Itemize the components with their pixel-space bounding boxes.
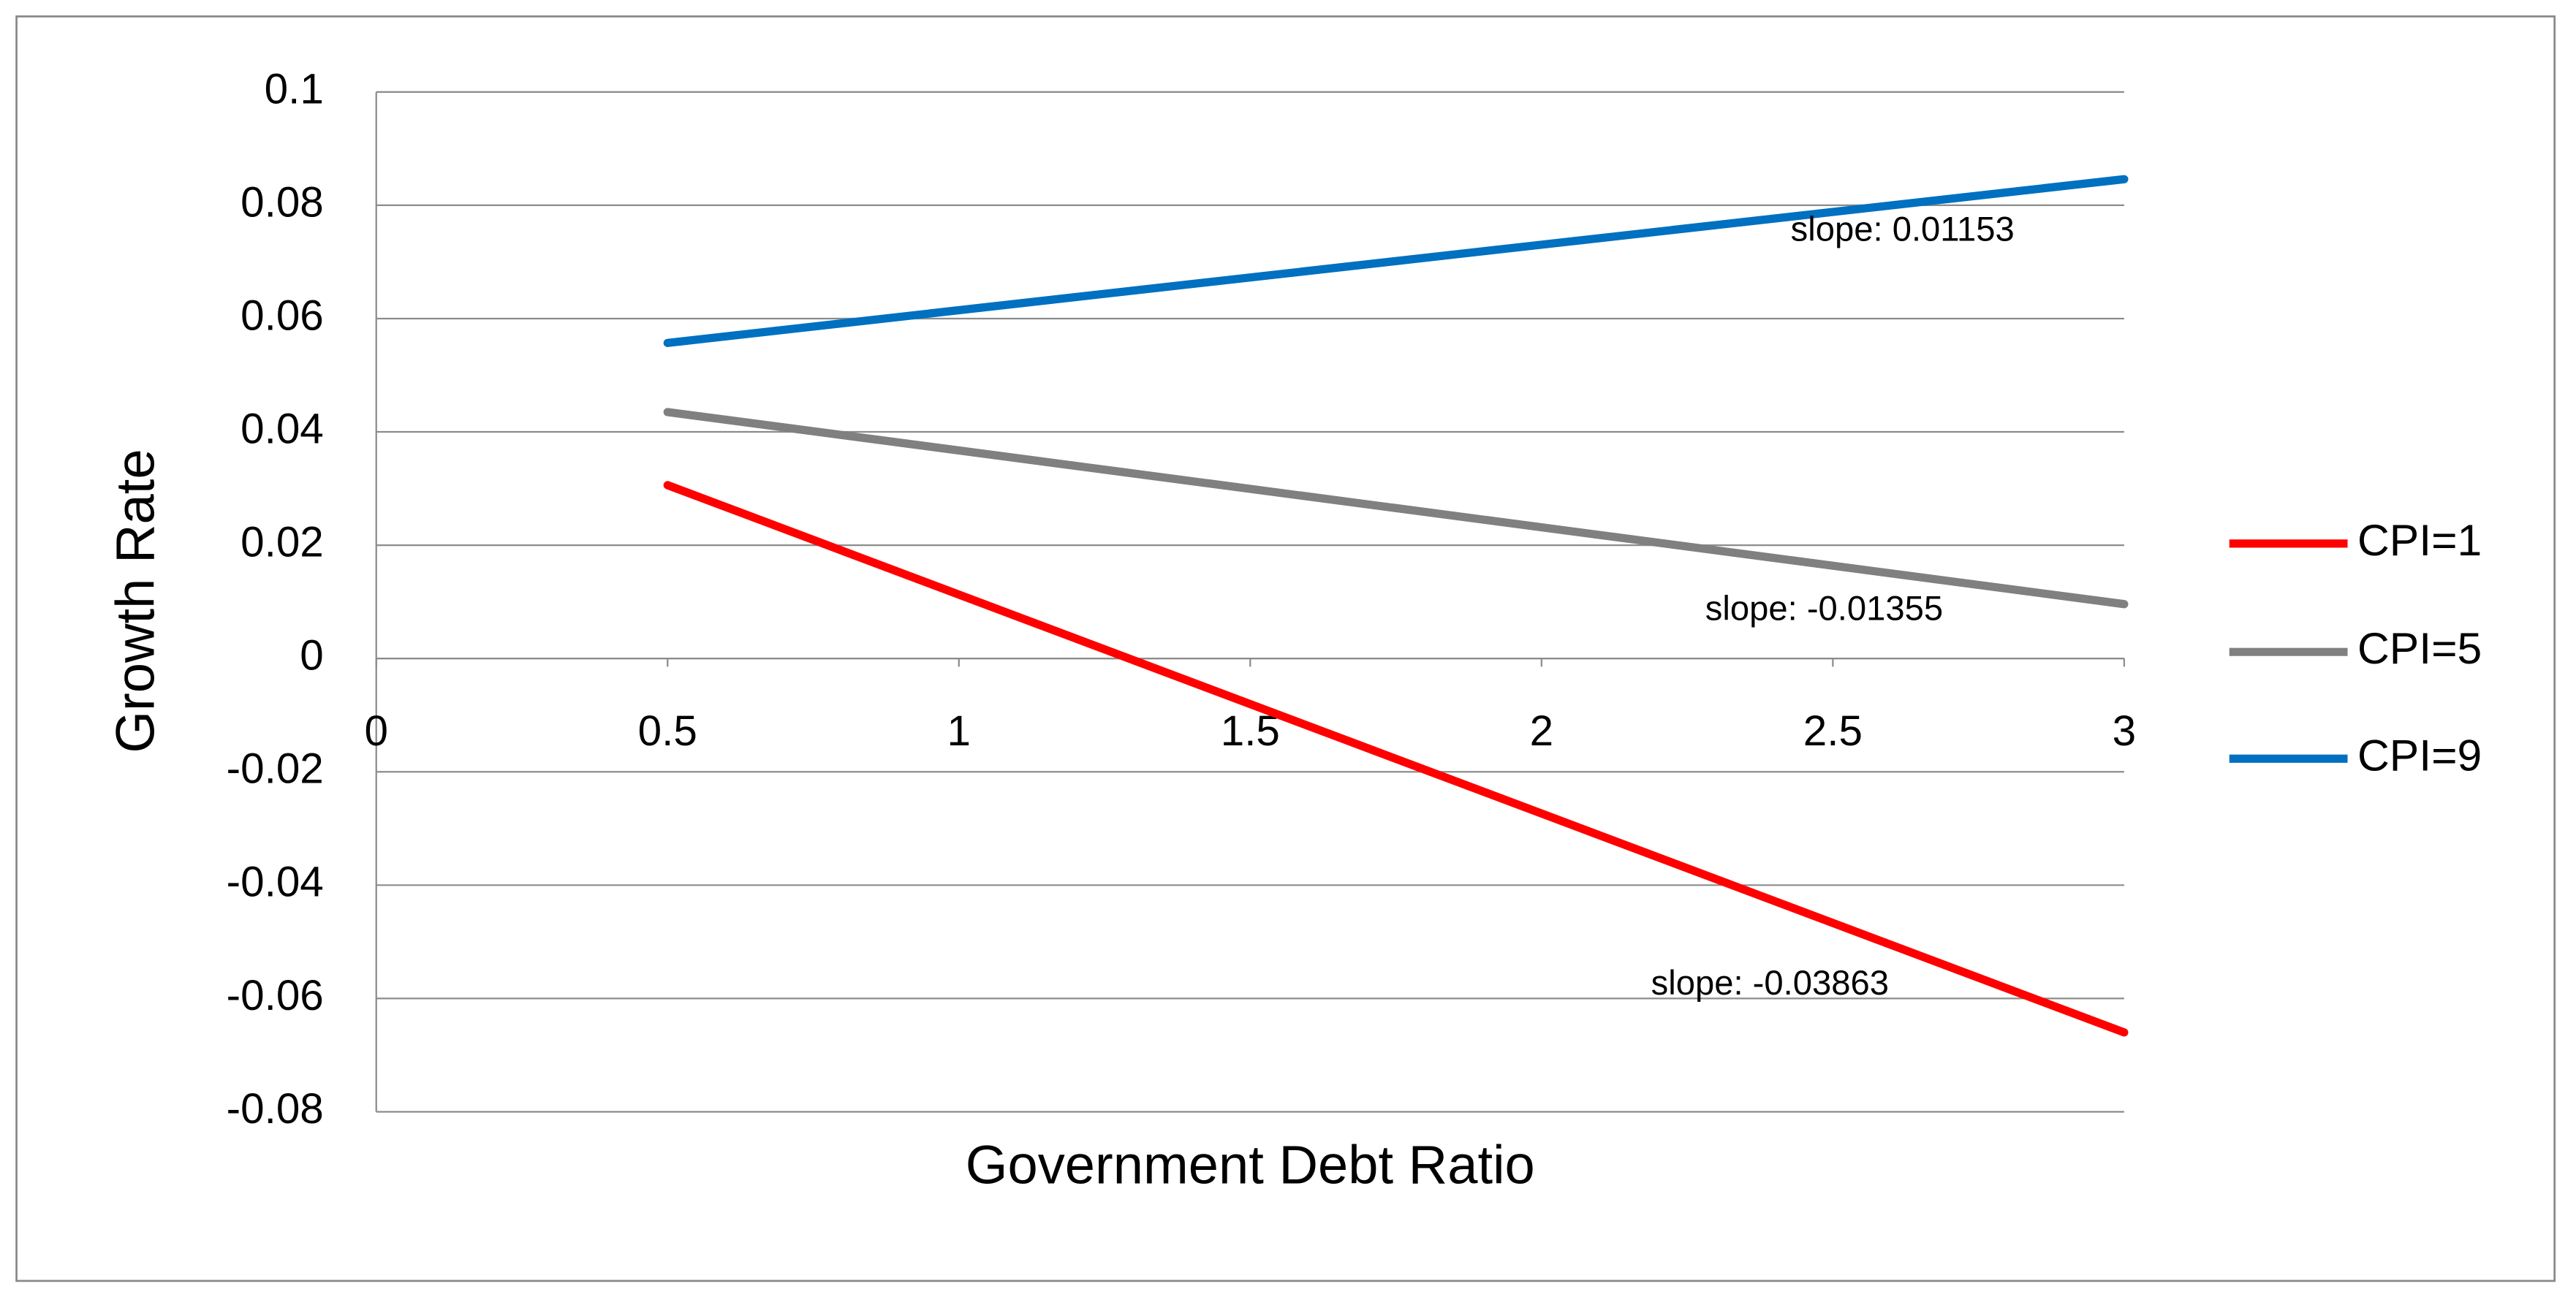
slope-annotation: slope: -0.03863	[1651, 964, 1889, 1003]
x-tick-label: 1	[947, 707, 971, 755]
y-tick-label: -0.06	[227, 972, 324, 1019]
y-tick-label: 0.04	[240, 405, 324, 452]
y-tick-label: 0.08	[240, 178, 324, 226]
slope-annotation: slope: -0.01355	[1705, 589, 1943, 628]
y-axis-title: Growth Rate	[105, 449, 166, 753]
y-tick-label: 0.06	[240, 292, 324, 339]
x-tick-label: 0.5	[638, 707, 697, 755]
y-tick-label: 0.1	[265, 65, 324, 113]
slope-annotation: slope: 0.01153	[1791, 210, 2015, 248]
x-tick-label: 0	[364, 707, 387, 755]
legend-label: CPI=1	[2357, 515, 2482, 565]
x-tick-label: 2	[1530, 707, 1554, 755]
y-tick-label: -0.04	[227, 859, 324, 906]
y-tick-label: -0.08	[227, 1085, 324, 1133]
y-tick-label: 0.02	[240, 519, 324, 566]
chart-border	[15, 15, 2556, 1282]
x-tick-label: 2.5	[1803, 707, 1863, 755]
x-axis-title: Government Debt Ratio	[966, 1135, 1535, 1195]
series-line	[663, 408, 2129, 609]
series-line	[663, 481, 2129, 1037]
x-tick-label: 3	[2113, 707, 2137, 755]
legend-label: CPI=5	[2357, 623, 2482, 673]
y-tick-label: -0.02	[227, 745, 324, 793]
series-line	[663, 175, 2129, 347]
y-tick-label: 0	[300, 632, 324, 680]
legend-label: CPI=9	[2357, 730, 2482, 780]
